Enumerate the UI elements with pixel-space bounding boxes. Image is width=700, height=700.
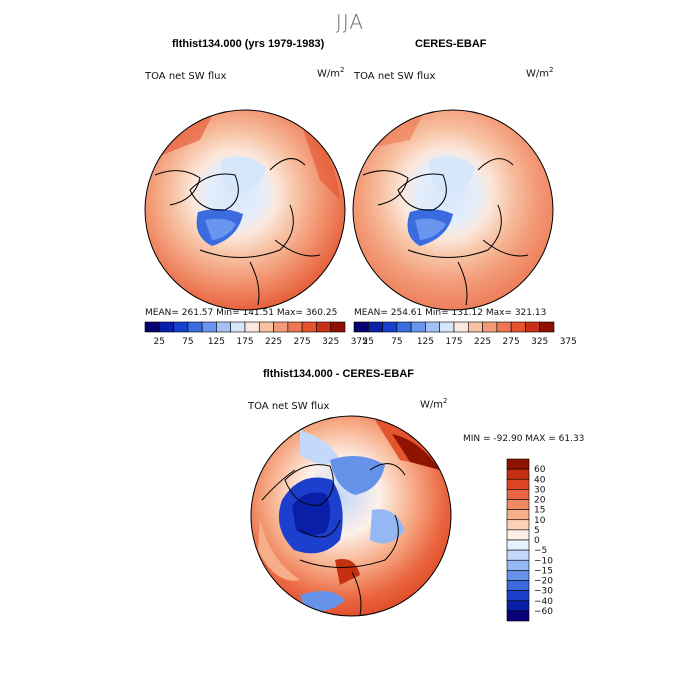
colorbar-observations-swatch bbox=[496, 321, 512, 333]
panel-1-units: W/m2 bbox=[317, 66, 345, 80]
colorbar-difference-swatch bbox=[506, 590, 530, 602]
colorbar-difference-tick-label: 30 bbox=[534, 485, 546, 495]
colorbar-difference-swatch bbox=[506, 549, 530, 561]
colorbar-observations-swatch bbox=[396, 321, 412, 333]
colorbar-model-swatch bbox=[173, 321, 189, 333]
colorbar-difference-swatch bbox=[506, 509, 530, 521]
colorbar-observations-tick-label: 125 bbox=[417, 337, 434, 347]
colorbar-observations-tick-label: 75 bbox=[391, 337, 402, 347]
colorbar-difference-tick-label: −40 bbox=[534, 597, 553, 607]
panel-2-units: W/m2 bbox=[526, 66, 554, 80]
colorbar-model-swatch bbox=[187, 321, 203, 333]
colorbar-model-swatch bbox=[330, 321, 346, 333]
colorbar-difference-tick-label: 40 bbox=[534, 475, 546, 485]
colorbar-observations-swatch bbox=[539, 321, 555, 333]
map-difference bbox=[250, 415, 452, 617]
colorbar-difference-tick-label: −60 bbox=[534, 607, 553, 617]
colorbar-model-swatch bbox=[216, 321, 232, 333]
colorbar-difference-tick-label: −5 bbox=[534, 546, 547, 556]
colorbar-observations-swatch bbox=[482, 321, 498, 333]
colorbar-model-swatch bbox=[316, 321, 332, 333]
colorbar-model-tick-label: 125 bbox=[208, 337, 225, 347]
colorbar-observations-swatch bbox=[367, 321, 383, 333]
colorbar-difference-swatch bbox=[506, 519, 530, 531]
panel-3-field-label: TOA net SW flux bbox=[248, 401, 330, 412]
colorbar-difference-tick-label: 5 bbox=[534, 526, 540, 536]
colorbar-observations-tick-label: 375 bbox=[560, 337, 577, 347]
colorbar-difference-swatch bbox=[506, 559, 530, 571]
colorbar-model-tick-label: 325 bbox=[322, 337, 339, 347]
colorbar-observations-swatch bbox=[453, 321, 469, 333]
panel-3-units: W/m2 bbox=[420, 397, 448, 411]
panel-3-stats: MIN = -92.90 MAX = 61.33 bbox=[463, 434, 585, 444]
colorbar-model-tick-label: 75 bbox=[182, 337, 193, 347]
colorbar-observations-tick-label: 25 bbox=[363, 337, 374, 347]
panel-1-title: flthist134.000 (yrs 1979-1983) bbox=[172, 38, 325, 50]
colorbar-difference-swatch bbox=[506, 580, 530, 591]
colorbar-observations-swatch bbox=[353, 321, 369, 333]
panel-2-stats: MEAN= 254.61 Min= 131.12 Max= 321.13 bbox=[354, 308, 547, 318]
colorbar-difference-swatch bbox=[506, 499, 530, 510]
colorbar-difference-swatch bbox=[506, 478, 530, 490]
colorbar-observations-tick-label: 175 bbox=[445, 337, 462, 347]
map-observations bbox=[352, 109, 554, 311]
map-model bbox=[144, 109, 346, 311]
colorbar-difference-swatch bbox=[506, 468, 530, 480]
colorbar-difference-swatch bbox=[506, 529, 530, 541]
colorbar-difference-tick-label: 15 bbox=[534, 506, 545, 516]
colorbar-difference-tick-label: 60 bbox=[534, 465, 546, 475]
colorbar-observations-swatch bbox=[382, 321, 398, 333]
colorbar-model-swatch bbox=[158, 321, 174, 333]
colorbar-difference-swatch bbox=[506, 610, 530, 622]
colorbar-model-tick-label: 175 bbox=[236, 337, 253, 347]
colorbar-observations-swatch bbox=[510, 321, 526, 333]
panel-2-field-label: TOA net SW flux bbox=[354, 71, 436, 82]
colorbar-model-tick-label: 25 bbox=[154, 337, 165, 347]
panel-2-title: CERES-EBAF bbox=[415, 38, 487, 50]
colorbar-difference-tick-label: −30 bbox=[534, 587, 553, 597]
colorbar-difference-tick-label: 0 bbox=[534, 536, 540, 546]
colorbar-difference-tick-label: −10 bbox=[534, 556, 553, 566]
colorbar-difference-swatch bbox=[506, 570, 530, 581]
colorbar-model-swatch bbox=[273, 321, 289, 333]
colorbar-observations-swatch bbox=[525, 321, 541, 333]
colorbar-model: 25 75 125 175 225 275 325 375 bbox=[144, 321, 368, 347]
colorbar-observations-tick-label: 275 bbox=[503, 337, 520, 347]
colorbar-model-swatch bbox=[301, 321, 317, 333]
colorbar-model-tick-label: 275 bbox=[294, 337, 311, 347]
season-title: JJA bbox=[335, 10, 365, 34]
colorbar-difference-swatch bbox=[506, 600, 530, 612]
colorbar-difference-swatch bbox=[506, 489, 530, 500]
colorbar-observations-tick-label: 325 bbox=[531, 337, 548, 347]
colorbar-observations-tick-label: 225 bbox=[474, 337, 491, 347]
colorbar-model-tick-label: 225 bbox=[265, 337, 282, 347]
colorbar-model-tick-label: 375 bbox=[351, 337, 368, 347]
colorbar-difference-tick-label: −15 bbox=[534, 566, 553, 576]
colorbar-model-swatch bbox=[287, 321, 303, 333]
colorbar-observations-swatch bbox=[439, 321, 455, 333]
colorbar-model-swatch bbox=[244, 321, 260, 333]
colorbar-observations: 25 75 125 175 225 275 325 375 bbox=[353, 321, 577, 347]
colorbar-model-swatch bbox=[258, 321, 274, 333]
colorbar-model-swatch bbox=[230, 321, 246, 333]
colorbar-difference-tick-label: −20 bbox=[534, 577, 553, 587]
panel-3-title: flthist134.000 - CERES-EBAF bbox=[263, 368, 414, 380]
colorbar-difference-tick-label: 20 bbox=[534, 496, 546, 506]
colorbar-difference-swatch bbox=[506, 458, 530, 470]
colorbar-model-swatch bbox=[201, 321, 217, 333]
panel-1-stats: MEAN= 261.57 Min= 141.51 Max= 360.25 bbox=[145, 308, 338, 318]
colorbar-observations-swatch bbox=[467, 321, 483, 333]
colorbar-difference-tick-label: 10 bbox=[534, 516, 546, 526]
colorbar-observations-swatch bbox=[425, 321, 441, 333]
colorbar-difference-swatch bbox=[506, 539, 530, 551]
colorbar-model-swatch bbox=[144, 321, 160, 333]
panel-1-field-label: TOA net SW flux bbox=[145, 71, 227, 82]
colorbar-observations-swatch bbox=[410, 321, 426, 333]
